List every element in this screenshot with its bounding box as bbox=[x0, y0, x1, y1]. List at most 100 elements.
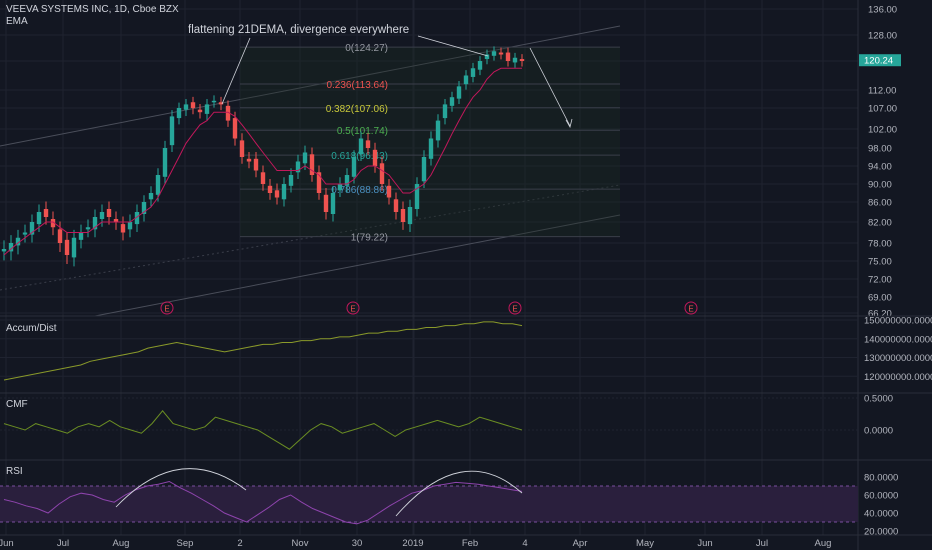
candle-body bbox=[456, 86, 462, 99]
candle-body bbox=[421, 157, 427, 182]
earnings-marker-circle bbox=[508, 301, 522, 315]
time-axis-tick: 2 bbox=[237, 538, 242, 549]
earnings-marker-circle bbox=[346, 301, 360, 315]
candle-body bbox=[113, 219, 119, 222]
candle-body bbox=[330, 193, 336, 214]
candle-body bbox=[309, 154, 315, 175]
candle-body bbox=[36, 212, 42, 225]
fib-level-label: 0.5(101.74) bbox=[337, 126, 388, 137]
rsi-divergence-arc-2 bbox=[395, 470, 523, 517]
candle-body bbox=[400, 209, 406, 222]
candle-body bbox=[162, 148, 168, 177]
cmf-line bbox=[3, 410, 523, 450]
last-price-tag bbox=[859, 54, 901, 67]
time-axis-tick: Aug bbox=[113, 538, 130, 549]
candle-body bbox=[190, 102, 196, 108]
candle-body bbox=[288, 175, 294, 186]
candle-body bbox=[218, 102, 224, 105]
candle-body bbox=[477, 61, 483, 70]
candle-body bbox=[99, 212, 105, 219]
fib-level-label: 0.382(107.06) bbox=[326, 104, 388, 115]
candle-body bbox=[428, 138, 434, 159]
price-axis-tick: 94.00 bbox=[868, 162, 892, 173]
candle-body bbox=[484, 54, 490, 60]
ema-indicator-label[interactable]: EMA bbox=[6, 16, 28, 27]
price-axis-tick: 78.00 bbox=[868, 239, 892, 250]
candle-body bbox=[43, 209, 49, 217]
candle-body bbox=[92, 217, 98, 230]
candle-body bbox=[106, 209, 112, 217]
candle-body bbox=[57, 229, 63, 243]
candle-body bbox=[323, 194, 329, 212]
candle-body bbox=[351, 157, 357, 177]
candle-body bbox=[498, 52, 504, 55]
price-axis-tick: 66.20 bbox=[868, 309, 892, 320]
fib-level-label: 0.786(88.86) bbox=[331, 185, 388, 196]
candle-body bbox=[253, 158, 259, 171]
candle-body bbox=[463, 75, 469, 85]
candle-body bbox=[197, 109, 203, 113]
candle-body bbox=[358, 138, 364, 155]
candle-body bbox=[470, 68, 476, 77]
candle-body bbox=[414, 184, 420, 209]
candle-body bbox=[393, 199, 399, 212]
time-axis-tick: Jun bbox=[697, 538, 712, 549]
time-axis-tick: Nov bbox=[292, 538, 309, 549]
candle-body bbox=[344, 175, 350, 186]
cmf-label[interactable]: CMF bbox=[6, 399, 28, 410]
annotation-text[interactable]: flattening 21DEMA, divergence everywhere bbox=[188, 24, 410, 36]
time-axis-tick: Feb bbox=[462, 538, 478, 549]
candle-body bbox=[365, 140, 371, 148]
time-axis-tick: Jul bbox=[756, 538, 768, 549]
candle-body bbox=[407, 207, 413, 225]
candle-body bbox=[512, 57, 518, 63]
price-axis-tick: 102.00 bbox=[868, 125, 897, 136]
earnings-marker-label: E bbox=[164, 305, 169, 314]
candle-body bbox=[281, 184, 287, 200]
accum-axis-tick: 140000000.0000 bbox=[864, 334, 932, 345]
accum-dist-label[interactable]: Accum/Dist bbox=[6, 323, 57, 334]
earnings-marker-circle bbox=[684, 301, 698, 315]
time-axis-tick: Aug bbox=[815, 538, 832, 549]
accum-axis-tick: 150000000.0000 bbox=[864, 316, 932, 327]
candle-body bbox=[337, 184, 343, 191]
rsi-axis-tick: 80.0000 bbox=[864, 473, 898, 484]
candle-body bbox=[71, 237, 77, 258]
time-axis-tick: 4 bbox=[522, 538, 527, 549]
candle-body bbox=[274, 190, 280, 198]
price-axis-tick: 107.00 bbox=[868, 104, 897, 115]
candle-body bbox=[225, 105, 231, 121]
fib-level-label: 0(124.27) bbox=[345, 43, 388, 54]
projection-arrowhead bbox=[565, 118, 573, 129]
time-axis-tick: Jul bbox=[57, 538, 69, 549]
candle-body bbox=[176, 108, 182, 119]
fib-level-label: 0.236(113.64) bbox=[326, 80, 388, 91]
rsi-label[interactable]: RSI bbox=[6, 466, 23, 477]
candle-body bbox=[134, 212, 140, 225]
symbol-title: VEEVA SYSTEMS INC, 1D, Cboe BZX bbox=[6, 4, 179, 15]
candle-body bbox=[22, 232, 28, 235]
candle-body bbox=[169, 116, 175, 146]
fib-level-label: 1(79.22) bbox=[351, 233, 388, 244]
earnings-marker-label: E bbox=[688, 305, 693, 314]
earnings-marker-label: E bbox=[512, 305, 517, 314]
candle-body bbox=[232, 118, 238, 139]
time-axis-tick: Apr bbox=[573, 538, 588, 549]
price-axis-tick: 86.00 bbox=[868, 198, 892, 209]
cmf-axis-tick: 0.0000 bbox=[864, 426, 893, 437]
channel-upper-line bbox=[0, 25, 621, 147]
rsi-line bbox=[3, 480, 523, 525]
annotation-arrow-right bbox=[417, 35, 489, 57]
candle-body bbox=[239, 140, 245, 157]
price-axis-tick: 82.00 bbox=[868, 218, 892, 229]
candle-body bbox=[127, 222, 133, 230]
cmf-axis-tick: 0.5000 bbox=[864, 394, 893, 405]
ema-line bbox=[3, 67, 522, 256]
candle-body bbox=[1, 249, 7, 252]
candle-body bbox=[78, 232, 84, 240]
candle-body bbox=[50, 219, 56, 228]
candle-body bbox=[435, 120, 441, 141]
rsi-axis-tick: 40.0000 bbox=[864, 509, 898, 520]
candle-body bbox=[64, 239, 70, 255]
fib-level-label: 0.618(96.43) bbox=[331, 151, 388, 162]
